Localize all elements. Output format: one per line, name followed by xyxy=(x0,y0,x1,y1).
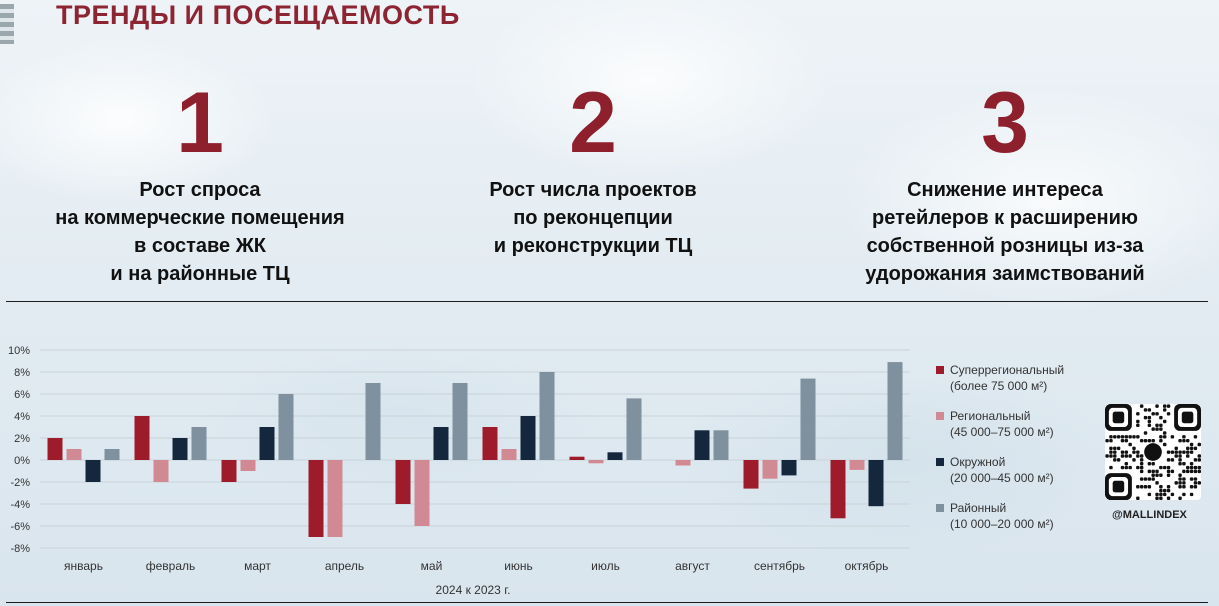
bar-local-7 xyxy=(713,430,729,460)
bottom-divider xyxy=(6,602,1208,603)
legend-item-superregional: Суперрегиональный (более 75 000 м²) xyxy=(936,362,1106,394)
bar-district-5 xyxy=(520,416,536,460)
legend-swatch-local xyxy=(936,504,944,512)
attendance-bar-chart: 10% 8% 6% 4% 2% 0% -2% -4% -6% -8% январь февраль ма… xyxy=(8,345,910,597)
legend-sub-superregional: (более 75 000 м²) xyxy=(950,379,1048,393)
social-handle: @MALLINDEX xyxy=(1112,509,1187,521)
trend-2-text: Рост числа проектов по реконцепции и рек… xyxy=(489,179,697,257)
bar-superregional-2 xyxy=(221,460,237,482)
legend-swatch-superregional xyxy=(936,366,944,374)
bar-local-9 xyxy=(887,362,903,460)
side-logo-icon xyxy=(0,4,14,44)
y-tick-label: 8% xyxy=(14,367,30,379)
x-tick-label: январь xyxy=(64,559,103,573)
bar-regional-9 xyxy=(849,460,865,470)
x-axis-label: 2024 к 2023 г. xyxy=(436,583,511,597)
trend-1-number: 1 xyxy=(176,75,224,171)
bar-superregional-3 xyxy=(308,460,324,537)
y-tick-label: 2% xyxy=(14,433,30,445)
bar-district-7 xyxy=(694,430,710,460)
bar-superregional-6 xyxy=(569,456,585,460)
x-tick-label: август xyxy=(675,559,710,573)
top-divider xyxy=(6,301,1208,302)
y-tick-label: -8% xyxy=(10,543,30,555)
bar-superregional-8 xyxy=(743,460,759,489)
x-tick-label: октябрь xyxy=(845,559,889,573)
bar-regional-4 xyxy=(414,460,430,526)
bar-regional-5 xyxy=(501,449,517,460)
bar-regional-8 xyxy=(762,460,778,479)
legend-label-local: Районный xyxy=(950,501,1007,515)
legend-item-local: Районный (10 000–20 000 м²) xyxy=(936,500,1106,532)
qr-code-icon[interactable] xyxy=(1105,404,1201,500)
bar-superregional-9 xyxy=(830,460,846,519)
bar-district-1 xyxy=(172,438,188,460)
bar-local-0 xyxy=(104,449,120,460)
x-tick-label: июнь xyxy=(504,559,533,573)
x-tick-label: март xyxy=(244,559,271,573)
legend-label-district: Окружной xyxy=(950,455,1006,469)
bar-local-3 xyxy=(365,383,381,460)
bar-superregional-1 xyxy=(134,416,150,460)
x-tick-label: апрель xyxy=(325,559,364,573)
bar-superregional-5 xyxy=(482,427,498,460)
bar-local-2 xyxy=(278,394,294,460)
chart-legend: Суперрегиональный (более 75 000 м²) Реги… xyxy=(936,362,1106,542)
x-tick-label: февраль xyxy=(146,559,196,573)
bar-superregional-0 xyxy=(47,438,63,460)
legend-item-regional: Региональный (45 000–75 000 м²) xyxy=(936,408,1106,440)
page-title: ТРЕНДЫ И ПОСЕЩАЕМОСТЬ xyxy=(56,0,460,30)
y-tick-label: 4% xyxy=(14,411,30,423)
bar-regional-6 xyxy=(588,460,604,464)
bar-regional-1 xyxy=(153,460,169,482)
bar-local-1 xyxy=(191,427,207,460)
legend-label-superregional: Суперрегиональный xyxy=(950,363,1065,377)
bar-district-6 xyxy=(607,452,623,460)
bar-local-4 xyxy=(452,383,468,460)
bar-regional-7 xyxy=(675,460,691,466)
y-tick-label: -2% xyxy=(10,477,30,489)
trend-3-number: 3 xyxy=(981,75,1029,171)
legend-item-district: Окружной (20 000–45 000 м²) xyxy=(936,454,1106,486)
x-tick-label: май xyxy=(421,559,443,573)
trend-1: 1 Рост спроса на коммерческие помещения … xyxy=(0,78,400,288)
bar-district-2 xyxy=(259,427,275,460)
y-tick-label: 10% xyxy=(8,345,30,357)
y-tick-label: 6% xyxy=(14,389,30,401)
bar-district-4 xyxy=(433,427,449,460)
bar-local-6 xyxy=(626,398,642,460)
legend-sub-regional: (45 000–75 000 м²) xyxy=(950,425,1054,439)
bar-regional-3 xyxy=(327,460,343,537)
legend-sub-local: (10 000–20 000 м²) xyxy=(950,517,1054,531)
bar-district-8 xyxy=(781,460,797,476)
legend-label-regional: Региональный xyxy=(950,409,1031,423)
bar-district-9 xyxy=(868,460,884,507)
trend-1-text: Рост спроса на коммерческие помещения в … xyxy=(55,179,345,285)
legend-swatch-regional xyxy=(936,412,944,420)
trend-2-number: 2 xyxy=(569,75,617,171)
trend-3: 3 Снижение интереса ретейлеров к расшире… xyxy=(805,78,1205,288)
bar-local-8 xyxy=(800,378,816,460)
trend-3-text: Снижение интереса ретейлеров к расширени… xyxy=(865,179,1145,285)
x-tick-label: сентябрь xyxy=(754,559,805,573)
bar-superregional-4 xyxy=(395,460,411,504)
bar-local-5 xyxy=(539,372,555,460)
bar-regional-0 xyxy=(66,449,82,460)
bar-regional-2 xyxy=(240,460,256,471)
y-tick-label: -4% xyxy=(10,499,30,511)
bar-district-0 xyxy=(85,460,101,482)
legend-sub-district: (20 000–45 000 м²) xyxy=(950,471,1054,485)
y-tick-label: 0% xyxy=(14,455,30,467)
legend-swatch-district xyxy=(936,458,944,466)
trend-2: 2 Рост числа проектов по реконцепции и р… xyxy=(393,78,793,260)
y-tick-label: -6% xyxy=(10,521,30,533)
x-tick-label: июль xyxy=(591,559,620,573)
